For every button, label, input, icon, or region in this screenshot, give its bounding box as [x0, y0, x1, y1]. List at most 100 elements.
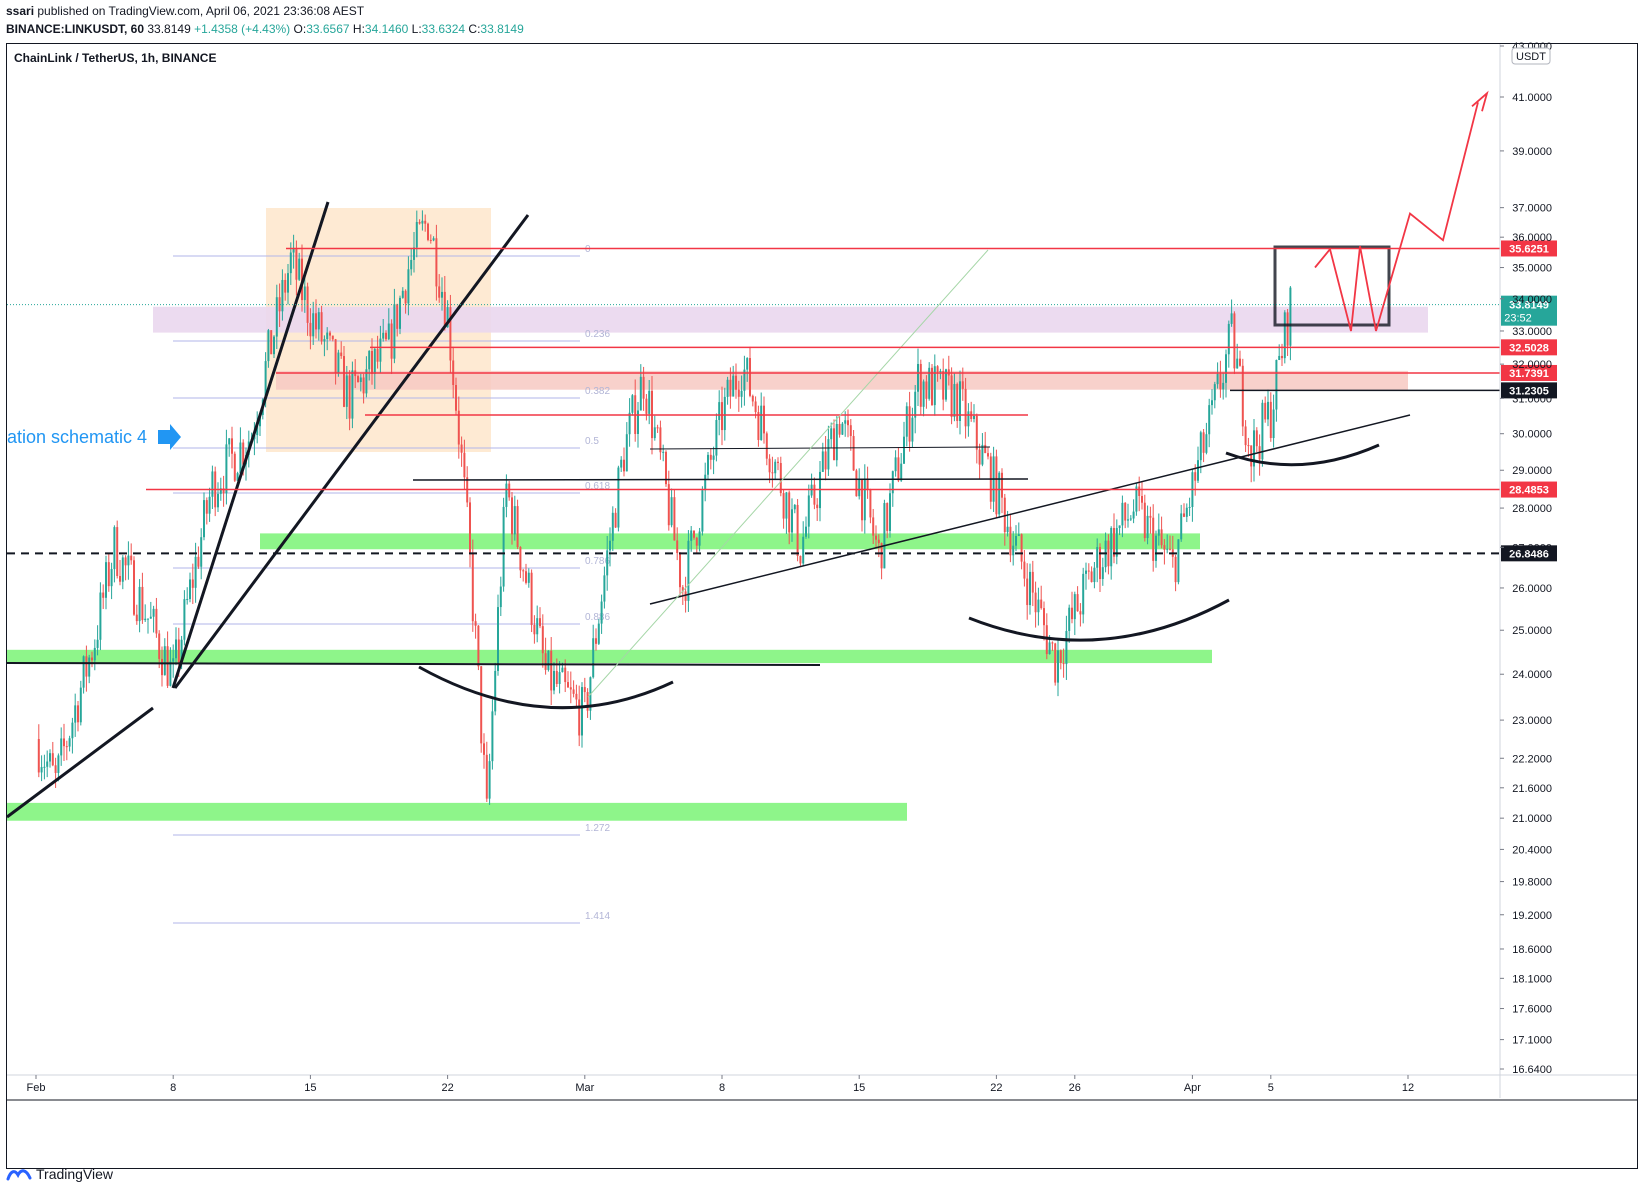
- candle-body: [323, 339, 326, 342]
- tradingview-logo-icon: [6, 1169, 32, 1181]
- candle: [987, 446, 989, 460]
- candle: [228, 437, 231, 457]
- candle-body: [830, 428, 833, 440]
- candle-body: [1076, 594, 1079, 612]
- candle: [191, 563, 194, 605]
- candle-body: [729, 379, 732, 397]
- candle: [712, 446, 715, 475]
- candle-body: [407, 269, 410, 304]
- price-tag[interactable]: 31.7391: [1501, 364, 1557, 381]
- candle-body: [877, 539, 880, 544]
- candle: [595, 628, 597, 651]
- price-tag-label: 28.4853: [1509, 485, 1549, 497]
- candle: [49, 749, 51, 768]
- candle: [802, 521, 805, 566]
- candle-body: [147, 618, 149, 620]
- candle: [1135, 483, 1138, 516]
- candle-body: [1166, 548, 1169, 550]
- candle-body: [432, 238, 435, 241]
- y-tick-label: 20.4000: [1512, 844, 1552, 856]
- resistance-zone: [276, 370, 1408, 390]
- low-value: 33.6324: [421, 22, 466, 36]
- candle: [348, 370, 351, 431]
- candle-body: [841, 423, 844, 435]
- candle: [449, 294, 452, 373]
- price-tag[interactable]: 32.5028: [1501, 339, 1557, 356]
- candle: [553, 662, 555, 695]
- candle-body: [107, 562, 110, 587]
- author-name[interactable]: ssari: [6, 4, 35, 18]
- candle: [841, 422, 844, 436]
- candle: [799, 555, 802, 566]
- x-tick-label: Apr: [1184, 1082, 1201, 1094]
- candle: [357, 374, 359, 383]
- y-tick-label: 19.8000: [1512, 877, 1552, 889]
- candle-body: [483, 743, 485, 755]
- price-tag[interactable]: 35.6251: [1501, 240, 1557, 257]
- candle: [359, 373, 362, 392]
- candle-body: [362, 377, 365, 394]
- candle: [592, 624, 595, 679]
- candle: [466, 466, 469, 508]
- candle-body: [1143, 502, 1146, 539]
- candle-body: [743, 369, 746, 391]
- currency-badge[interactable]: USDT: [1511, 47, 1551, 65]
- candle: [166, 631, 169, 688]
- candle-body: [863, 478, 866, 521]
- candle: [1051, 641, 1054, 651]
- price-tag[interactable]: 31.2305: [1501, 382, 1557, 399]
- candle-body: [37, 739, 40, 773]
- candle-body: [175, 639, 177, 659]
- candle: [813, 477, 816, 510]
- candle: [729, 367, 732, 409]
- candle-body: [172, 658, 175, 662]
- price-tag-bg: [1501, 240, 1557, 257]
- candle: [578, 685, 581, 747]
- candle: [399, 295, 401, 335]
- candle-body: [368, 350, 371, 370]
- y-tick-label: 29.0000: [1512, 465, 1552, 477]
- candle-body: [236, 473, 239, 481]
- candle: [1155, 530, 1157, 568]
- y-tick-label: 30.0000: [1512, 429, 1552, 441]
- candle-body: [1006, 526, 1009, 533]
- trendline: [173, 214, 530, 689]
- candle: [1068, 604, 1071, 643]
- candle-body: [1085, 570, 1087, 574]
- candle-body: [1043, 608, 1045, 626]
- candle-body: [1034, 592, 1037, 613]
- candle-body: [155, 608, 158, 634]
- candle: [40, 755, 43, 782]
- candle-body: [488, 761, 491, 799]
- candle-body: [211, 471, 214, 497]
- candle-body: [583, 687, 586, 693]
- candle: [1034, 581, 1037, 628]
- tradingview-footer[interactable]: TradingView: [6, 1166, 113, 1182]
- candle: [970, 401, 973, 422]
- candle-body: [645, 398, 648, 414]
- candle-body: [581, 687, 583, 736]
- x-tick-label: 26: [1069, 1082, 1081, 1094]
- candle: [989, 452, 992, 510]
- price-tag[interactable]: 26.8486: [1501, 545, 1557, 562]
- candle-body: [379, 338, 382, 362]
- candle-body: [1230, 313, 1233, 324]
- candle-body: [861, 479, 863, 521]
- candle: [919, 359, 922, 415]
- candle: [1065, 615, 1068, 680]
- candle-body: [443, 291, 446, 328]
- candle: [1163, 539, 1166, 565]
- candle-body: [1087, 570, 1090, 572]
- candle: [642, 366, 645, 411]
- candle: [1272, 394, 1275, 448]
- candle: [810, 473, 813, 498]
- candle-body: [1096, 547, 1099, 568]
- price-tag[interactable]: 28.4853: [1501, 481, 1557, 498]
- candle-body: [158, 633, 161, 659]
- candle: [1015, 525, 1017, 552]
- candle-body: [1068, 607, 1071, 631]
- candle: [679, 551, 681, 598]
- candle-body: [1121, 502, 1124, 526]
